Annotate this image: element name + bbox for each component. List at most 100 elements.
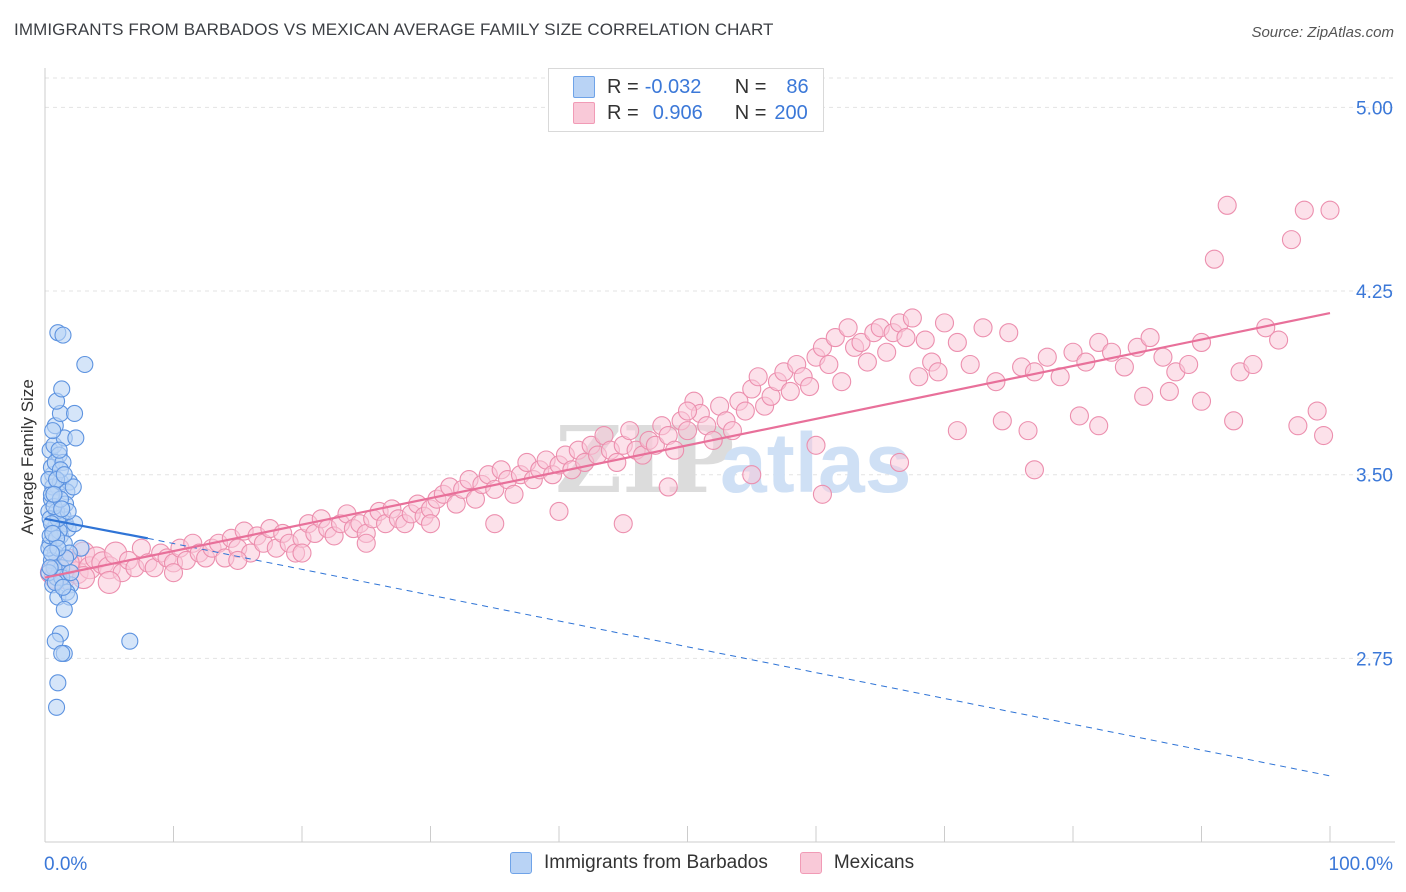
barbados-point bbox=[53, 500, 71, 518]
mexicans-point bbox=[1037, 347, 1057, 367]
mexicans-point bbox=[677, 401, 698, 421]
mexicans-points bbox=[39, 195, 1340, 594]
mexicans-point bbox=[909, 367, 929, 387]
barbados-point bbox=[66, 404, 84, 423]
legend-r-label: R = bbox=[607, 75, 639, 98]
barbados-point bbox=[54, 578, 72, 596]
mexicans-point bbox=[607, 452, 627, 472]
barbados-point bbox=[121, 632, 139, 650]
mexicans-point bbox=[806, 435, 826, 455]
barbados-point bbox=[53, 644, 71, 662]
legend-row-mexicans: R = 0.906 N = 200 bbox=[573, 101, 808, 125]
mexicans-point bbox=[877, 342, 897, 362]
mexicans-point bbox=[613, 514, 633, 534]
mexicans-point bbox=[1024, 460, 1044, 480]
source-label: Source: ZipAtlas.com bbox=[1251, 24, 1394, 41]
mexicans-point bbox=[485, 514, 505, 534]
mexicans-point bbox=[1140, 328, 1160, 348]
barbados-point bbox=[50, 441, 68, 459]
mexicans-point bbox=[812, 337, 832, 357]
legend-swatch-barbados bbox=[573, 76, 595, 98]
legend-swatch-mexicans bbox=[573, 102, 595, 124]
mexicans-point bbox=[1294, 200, 1314, 220]
mexicans-point bbox=[1320, 200, 1340, 220]
mexicans-point bbox=[677, 421, 698, 441]
barbados-point bbox=[44, 524, 62, 543]
series-legend: Immigrants from Barbados Mexicans bbox=[510, 852, 946, 874]
mexicans-point bbox=[356, 533, 376, 553]
mexicans-point bbox=[1191, 391, 1212, 411]
mexicans-point bbox=[928, 362, 948, 382]
barbados-point bbox=[64, 478, 82, 496]
legend-item-barbados[interactable]: Immigrants from Barbados bbox=[510, 852, 768, 874]
legend-n-barbados: 86 bbox=[786, 75, 809, 98]
barbados-point bbox=[55, 466, 73, 484]
barbados-trend-line bbox=[44, 517, 149, 540]
trend-lines bbox=[44, 311, 1331, 777]
chart-title: IMMIGRANTS FROM BARBADOS VS MEXICAN AVER… bbox=[14, 20, 774, 39]
mexicans-point bbox=[825, 328, 845, 348]
mexicans-point bbox=[163, 563, 184, 583]
mexicans-point bbox=[1243, 354, 1263, 375]
mexicans-point bbox=[748, 367, 768, 387]
mexicans-point bbox=[504, 484, 524, 504]
mexicans-point bbox=[420, 514, 441, 534]
barbados-point bbox=[67, 429, 85, 447]
legend-r-barbados: -0.032 bbox=[644, 75, 702, 98]
mexicans-point bbox=[742, 465, 762, 485]
mexicans-trend-line bbox=[44, 311, 1331, 579]
mexicans-point bbox=[1281, 230, 1301, 250]
mexicans-point bbox=[1269, 330, 1289, 350]
mexicans-point bbox=[896, 328, 916, 348]
legend-r-label: R = bbox=[607, 101, 639, 124]
legend-row-barbados: R = -0.032 N = 86 bbox=[573, 75, 809, 99]
mexicans-point bbox=[735, 401, 755, 421]
mexicans-point bbox=[1063, 342, 1083, 362]
mexicans-point bbox=[549, 501, 569, 521]
mexicans-point bbox=[1314, 425, 1334, 446]
mexicans-point bbox=[1153, 347, 1173, 367]
mexicans-point bbox=[838, 318, 858, 338]
barbados-trend-dashed bbox=[147, 537, 1331, 777]
mexicans-point bbox=[819, 354, 839, 375]
legend-swatch-mexicans bbox=[799, 852, 822, 874]
mexicans-point bbox=[1114, 357, 1134, 377]
barbados-point bbox=[41, 559, 59, 577]
tick-labels: 2.75 3.50 4.25 5.00 0.0% 100.0% bbox=[44, 98, 1393, 875]
barbados-point bbox=[45, 485, 63, 503]
mexicans-point bbox=[973, 318, 993, 338]
mexicans-point bbox=[947, 421, 967, 441]
mexicans-point bbox=[780, 381, 800, 401]
mexicans-point bbox=[992, 411, 1012, 431]
barbados-point bbox=[55, 600, 73, 618]
y-tick-label: 4.25 bbox=[1356, 282, 1393, 303]
barbados-point bbox=[54, 326, 72, 344]
mexicans-point bbox=[960, 354, 980, 375]
x-tick-label: 100.0% bbox=[1329, 854, 1394, 875]
mexicans-point bbox=[800, 376, 820, 397]
barbados-point bbox=[48, 698, 66, 716]
barbados-point bbox=[49, 674, 67, 692]
legend-r-mexicans: 0.906 bbox=[652, 101, 703, 124]
mexicans-point bbox=[292, 543, 312, 563]
mexicans-point bbox=[97, 570, 121, 594]
legend-label-barbados: Immigrants from Barbados bbox=[544, 852, 768, 873]
barbados-point bbox=[76, 355, 94, 374]
mexicans-point bbox=[857, 352, 877, 372]
mexicans-point bbox=[1224, 411, 1244, 431]
legend-n-label: N = bbox=[734, 75, 767, 98]
mexicans-point bbox=[1018, 421, 1038, 441]
mexicans-point bbox=[915, 330, 935, 350]
mexicans-point bbox=[1159, 381, 1179, 401]
mexicans-point bbox=[812, 484, 832, 504]
legend-swatch-barbados bbox=[510, 852, 532, 874]
mexicans-point bbox=[1179, 354, 1199, 375]
mexicans-point bbox=[658, 477, 678, 497]
mexicans-point bbox=[851, 332, 871, 353]
barbados-point bbox=[42, 544, 60, 562]
y-tick-label: 2.75 bbox=[1356, 649, 1393, 670]
mexicans-point bbox=[1204, 249, 1224, 269]
legend-item-mexicans[interactable]: Mexicans bbox=[799, 852, 914, 874]
barbados-point bbox=[53, 380, 71, 398]
